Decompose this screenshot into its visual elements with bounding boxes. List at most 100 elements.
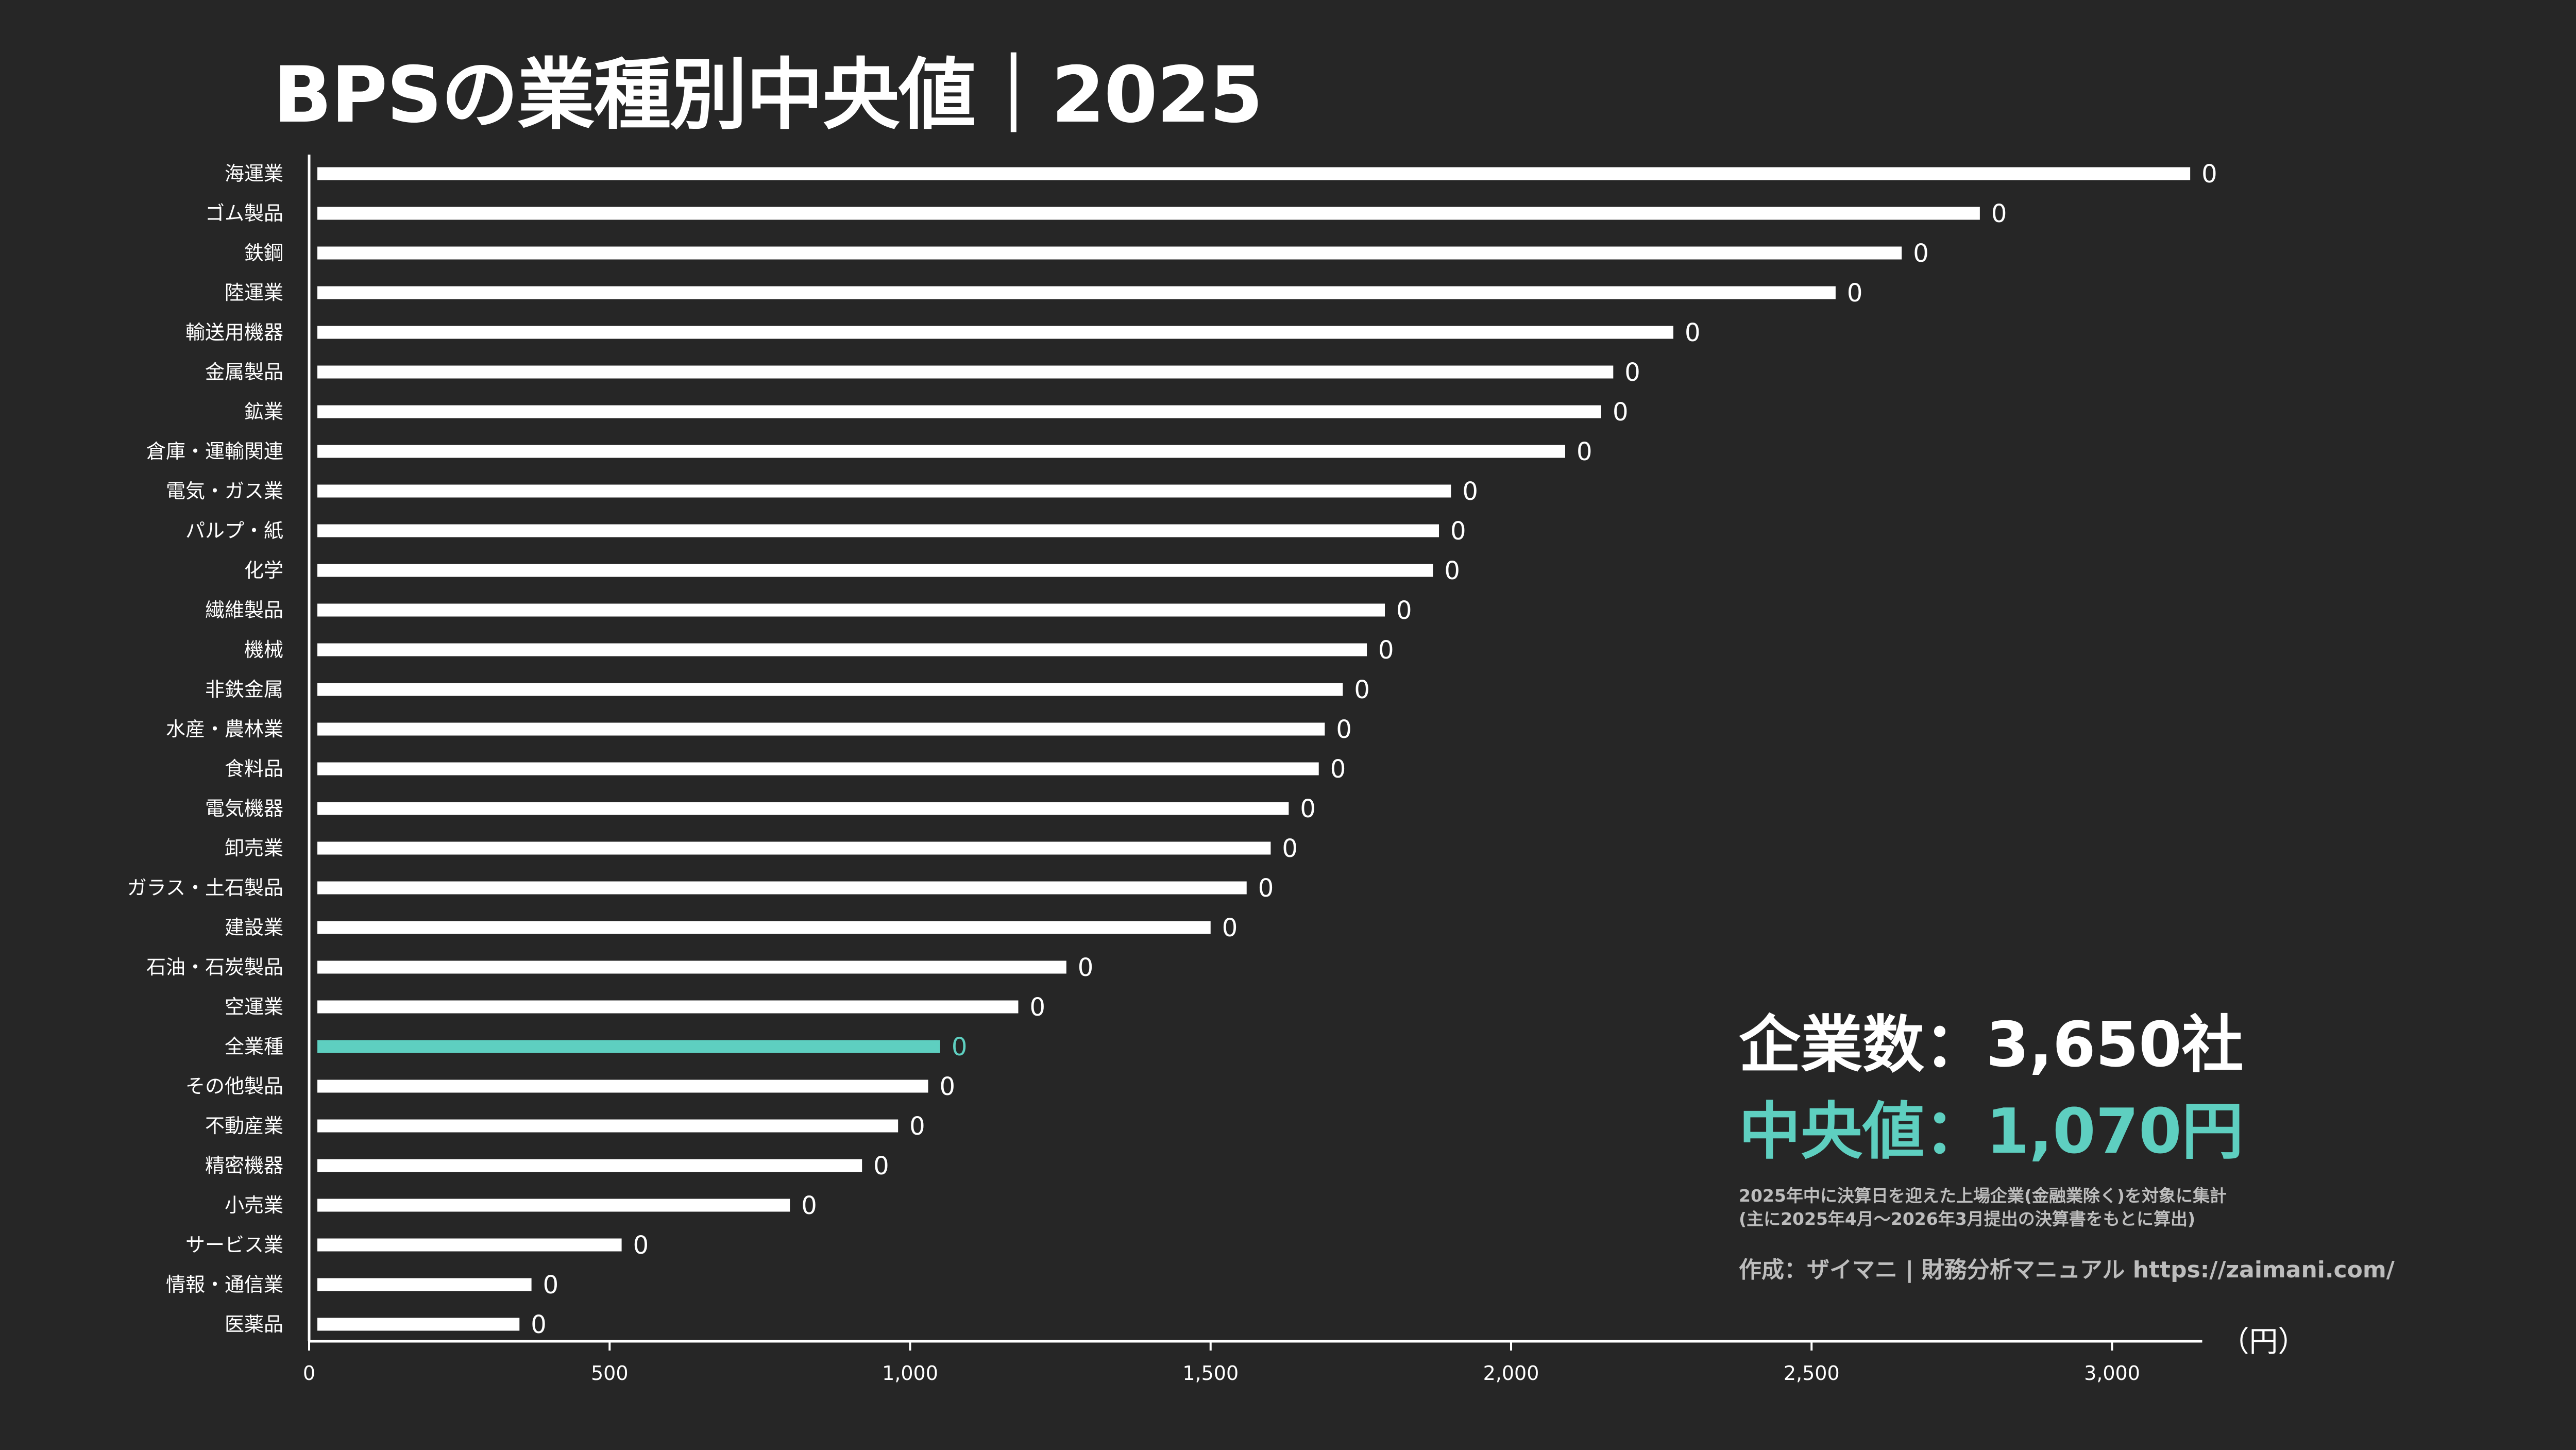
value-label: 0 [633,1231,649,1260]
value-label: 0 [1462,477,1478,506]
value-label: 0 [1029,993,1045,1022]
bar [317,1159,862,1172]
median-value: 中央値：1,070円 [1739,1096,2244,1168]
x-tick-label: 3,000 [2084,1362,2140,1385]
value-label: 0 [909,1112,925,1141]
note: 2025年中に決算日を迎えた上場企業(金融業除く)を対象に集計 (主に2025年… [1739,1185,2395,1230]
value-label: 0 [939,1072,955,1101]
x-tick-label: 0 [303,1362,315,1385]
value-label: 0 [1613,398,1629,427]
category-label: 電気機器 [205,797,283,820]
bar [317,1318,520,1331]
value-label: 0 [952,1033,968,1061]
bar [317,405,1601,418]
bar [317,365,1614,379]
value-label: 0 [1282,834,1298,863]
category-label: 金属製品 [205,361,283,383]
category-label: 精密機器 [205,1154,283,1177]
stats-panel: 企業数：3,650社 中央値：1,070円 2025年中に決算日を迎えた上場企業… [1739,1002,2395,1284]
category-label: その他製品 [185,1075,283,1098]
bar [317,960,1066,974]
bar [317,445,1565,458]
bar [317,1040,940,1053]
bar [317,762,1319,775]
value-label: 0 [1847,279,1863,308]
bar [317,1199,790,1212]
bar [317,643,1367,656]
bar [317,167,2191,180]
value-label: 0 [2201,160,2217,189]
category-label: ゴム製品 [205,202,283,225]
bar [317,1080,928,1093]
value-label: 0 [1444,557,1460,585]
bar [317,524,1439,537]
bar [317,722,1325,736]
category-label: 化学 [244,559,283,582]
x-tick-label: 2,000 [1483,1362,1539,1385]
bar [317,246,1902,260]
x-tick-label: 1,000 [882,1362,938,1385]
value-label: 0 [1396,596,1412,625]
value-label: 0 [1991,199,2007,228]
category-label: 陸運業 [225,281,283,304]
value-label: 0 [873,1152,889,1181]
axis-layer: 0 500 1,000 1,500 2,000 2,500 3,000 （円） [303,155,2307,1385]
category-label: 非鉄金属 [205,678,283,701]
note-line-2: (主に2025年4月〜2026年3月提出の決算書をもとに算出) [1739,1208,2196,1229]
value-label: 0 [1354,676,1370,704]
value-label: 0 [543,1271,559,1300]
category-label: サービス業 [185,1234,283,1256]
category-label: 食料品 [225,757,283,780]
x-tick-label: 1,500 [1182,1362,1239,1385]
bar [317,802,1289,815]
bar [317,1119,899,1133]
value-label: 0 [801,1191,817,1220]
bar [317,1238,622,1252]
value-label: 0 [1378,636,1394,665]
bar [317,881,1247,895]
bar [317,841,1271,855]
category-label: 小売業 [225,1194,283,1217]
value-label: 0 [1624,358,1640,387]
value-label: 0 [1450,517,1466,546]
category-label: 空運業 [225,996,283,1018]
bar [317,683,1343,696]
category-label: 鉱業 [244,400,283,423]
bars-layer: 海運業 0 ゴム製品 0 鉄鋼 0 陸運業 0 輸送用機器 0 金属製品 0 鉱業 0 倉庫・運輸関連 0 電気… [127,160,2217,1339]
value-label: 0 [1913,239,1929,268]
value-label: 0 [1336,715,1352,744]
bar [317,286,1836,299]
note-line-1: 2025年中に決算日を迎えた上場企業(金融業除く)を対象に集計 [1739,1186,2227,1206]
x-axis-unit-label: （円） [2220,1325,2307,1359]
company-count: 企業数：3,650社 [1739,1009,2244,1081]
value-label: 0 [1577,437,1592,466]
category-label: 情報・通信業 [166,1273,283,1296]
category-label: 繊維製品 [205,599,283,621]
value-label: 0 [1300,795,1316,823]
category-label: 医薬品 [225,1313,283,1336]
category-label: 不動産業 [205,1115,283,1137]
bar [317,1278,532,1291]
category-label: 倉庫・運輸関連 [146,440,283,463]
value-label: 0 [1685,318,1701,347]
bar [317,326,1673,339]
category-label: 鉄鋼 [244,242,283,264]
bar [317,921,1211,934]
category-label: ガラス・土石製品 [127,876,283,899]
category-label: 海運業 [225,162,283,185]
value-label: 0 [1330,755,1346,784]
category-label: 石油・石炭製品 [146,956,283,979]
category-label: 輸送用機器 [185,321,283,344]
x-tick-label: 2,500 [1784,1362,1840,1385]
x-tick-label: 500 [591,1362,629,1385]
value-label: 0 [531,1310,547,1339]
category-label: 水産・農林業 [166,718,283,740]
value-label: 0 [1222,914,1238,942]
category-label: 全業種 [225,1035,283,1058]
bar [317,564,1433,577]
bar [317,207,1980,220]
chart-title: BPSの業種別中央値｜2025 [273,50,1263,140]
category-label: 卸売業 [225,837,283,859]
bar [317,603,1385,617]
